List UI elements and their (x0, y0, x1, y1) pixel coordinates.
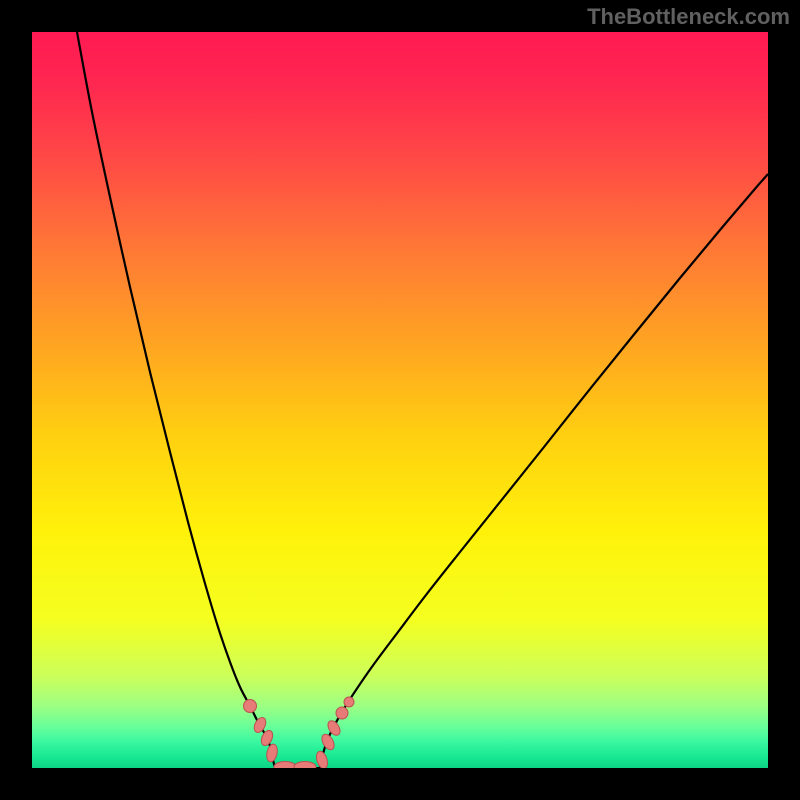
marker-dot (344, 697, 354, 707)
watermark-text: TheBottleneck.com (587, 4, 790, 30)
chart-background (32, 32, 768, 768)
marker-dot (244, 700, 257, 713)
marker-dot (336, 707, 348, 719)
bottleneck-chart (32, 32, 768, 768)
